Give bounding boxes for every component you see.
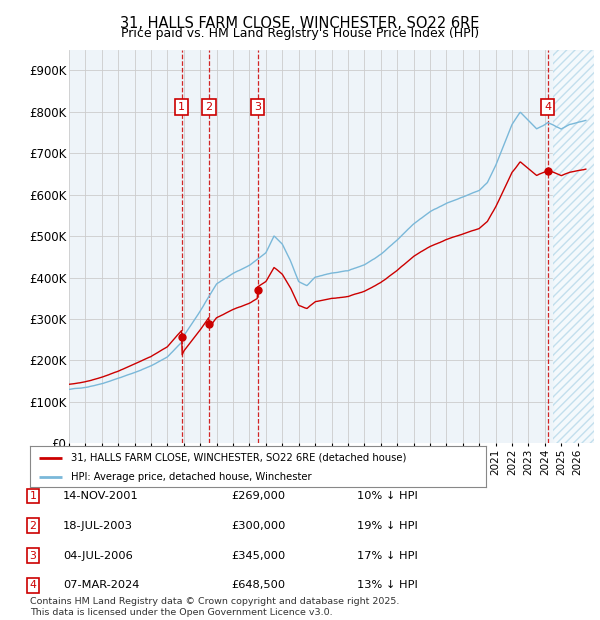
Text: £648,500: £648,500 [231,580,285,590]
Text: HPI: Average price, detached house, Winchester: HPI: Average price, detached house, Winc… [71,472,311,482]
Bar [553,50,600,443]
Text: 4: 4 [544,102,551,112]
Text: 31, HALLS FARM CLOSE, WINCHESTER, SO22 6RE (detached house): 31, HALLS FARM CLOSE, WINCHESTER, SO22 6… [71,453,406,463]
Text: 2: 2 [29,521,37,531]
Text: £300,000: £300,000 [231,521,286,531]
Text: 31, HALLS FARM CLOSE, WINCHESTER, SO22 6RE: 31, HALLS FARM CLOSE, WINCHESTER, SO22 6… [121,16,479,30]
Text: Contains HM Land Registry data © Crown copyright and database right 2025.
This d: Contains HM Land Registry data © Crown c… [30,598,400,617]
Text: 18-JUL-2003: 18-JUL-2003 [63,521,133,531]
Text: 3: 3 [29,551,37,560]
Text: £269,000: £269,000 [231,491,285,501]
Text: 4: 4 [29,580,37,590]
Text: 1: 1 [178,102,185,112]
Text: 13% ↓ HPI: 13% ↓ HPI [357,580,418,590]
Text: 3: 3 [254,102,261,112]
Bar [553,50,600,443]
Bar [553,50,600,443]
Text: 17% ↓ HPI: 17% ↓ HPI [357,551,418,560]
Text: 04-JUL-2006: 04-JUL-2006 [63,551,133,560]
Text: 14-NOV-2001: 14-NOV-2001 [63,491,139,501]
Text: 19% ↓ HPI: 19% ↓ HPI [357,521,418,531]
Text: 1: 1 [29,491,37,501]
Text: Price paid vs. HM Land Registry's House Price Index (HPI): Price paid vs. HM Land Registry's House … [121,27,479,40]
Text: £345,000: £345,000 [231,551,285,560]
Text: 07-MAR-2024: 07-MAR-2024 [63,580,139,590]
Text: 10% ↓ HPI: 10% ↓ HPI [357,491,418,501]
Text: 2: 2 [206,102,212,112]
